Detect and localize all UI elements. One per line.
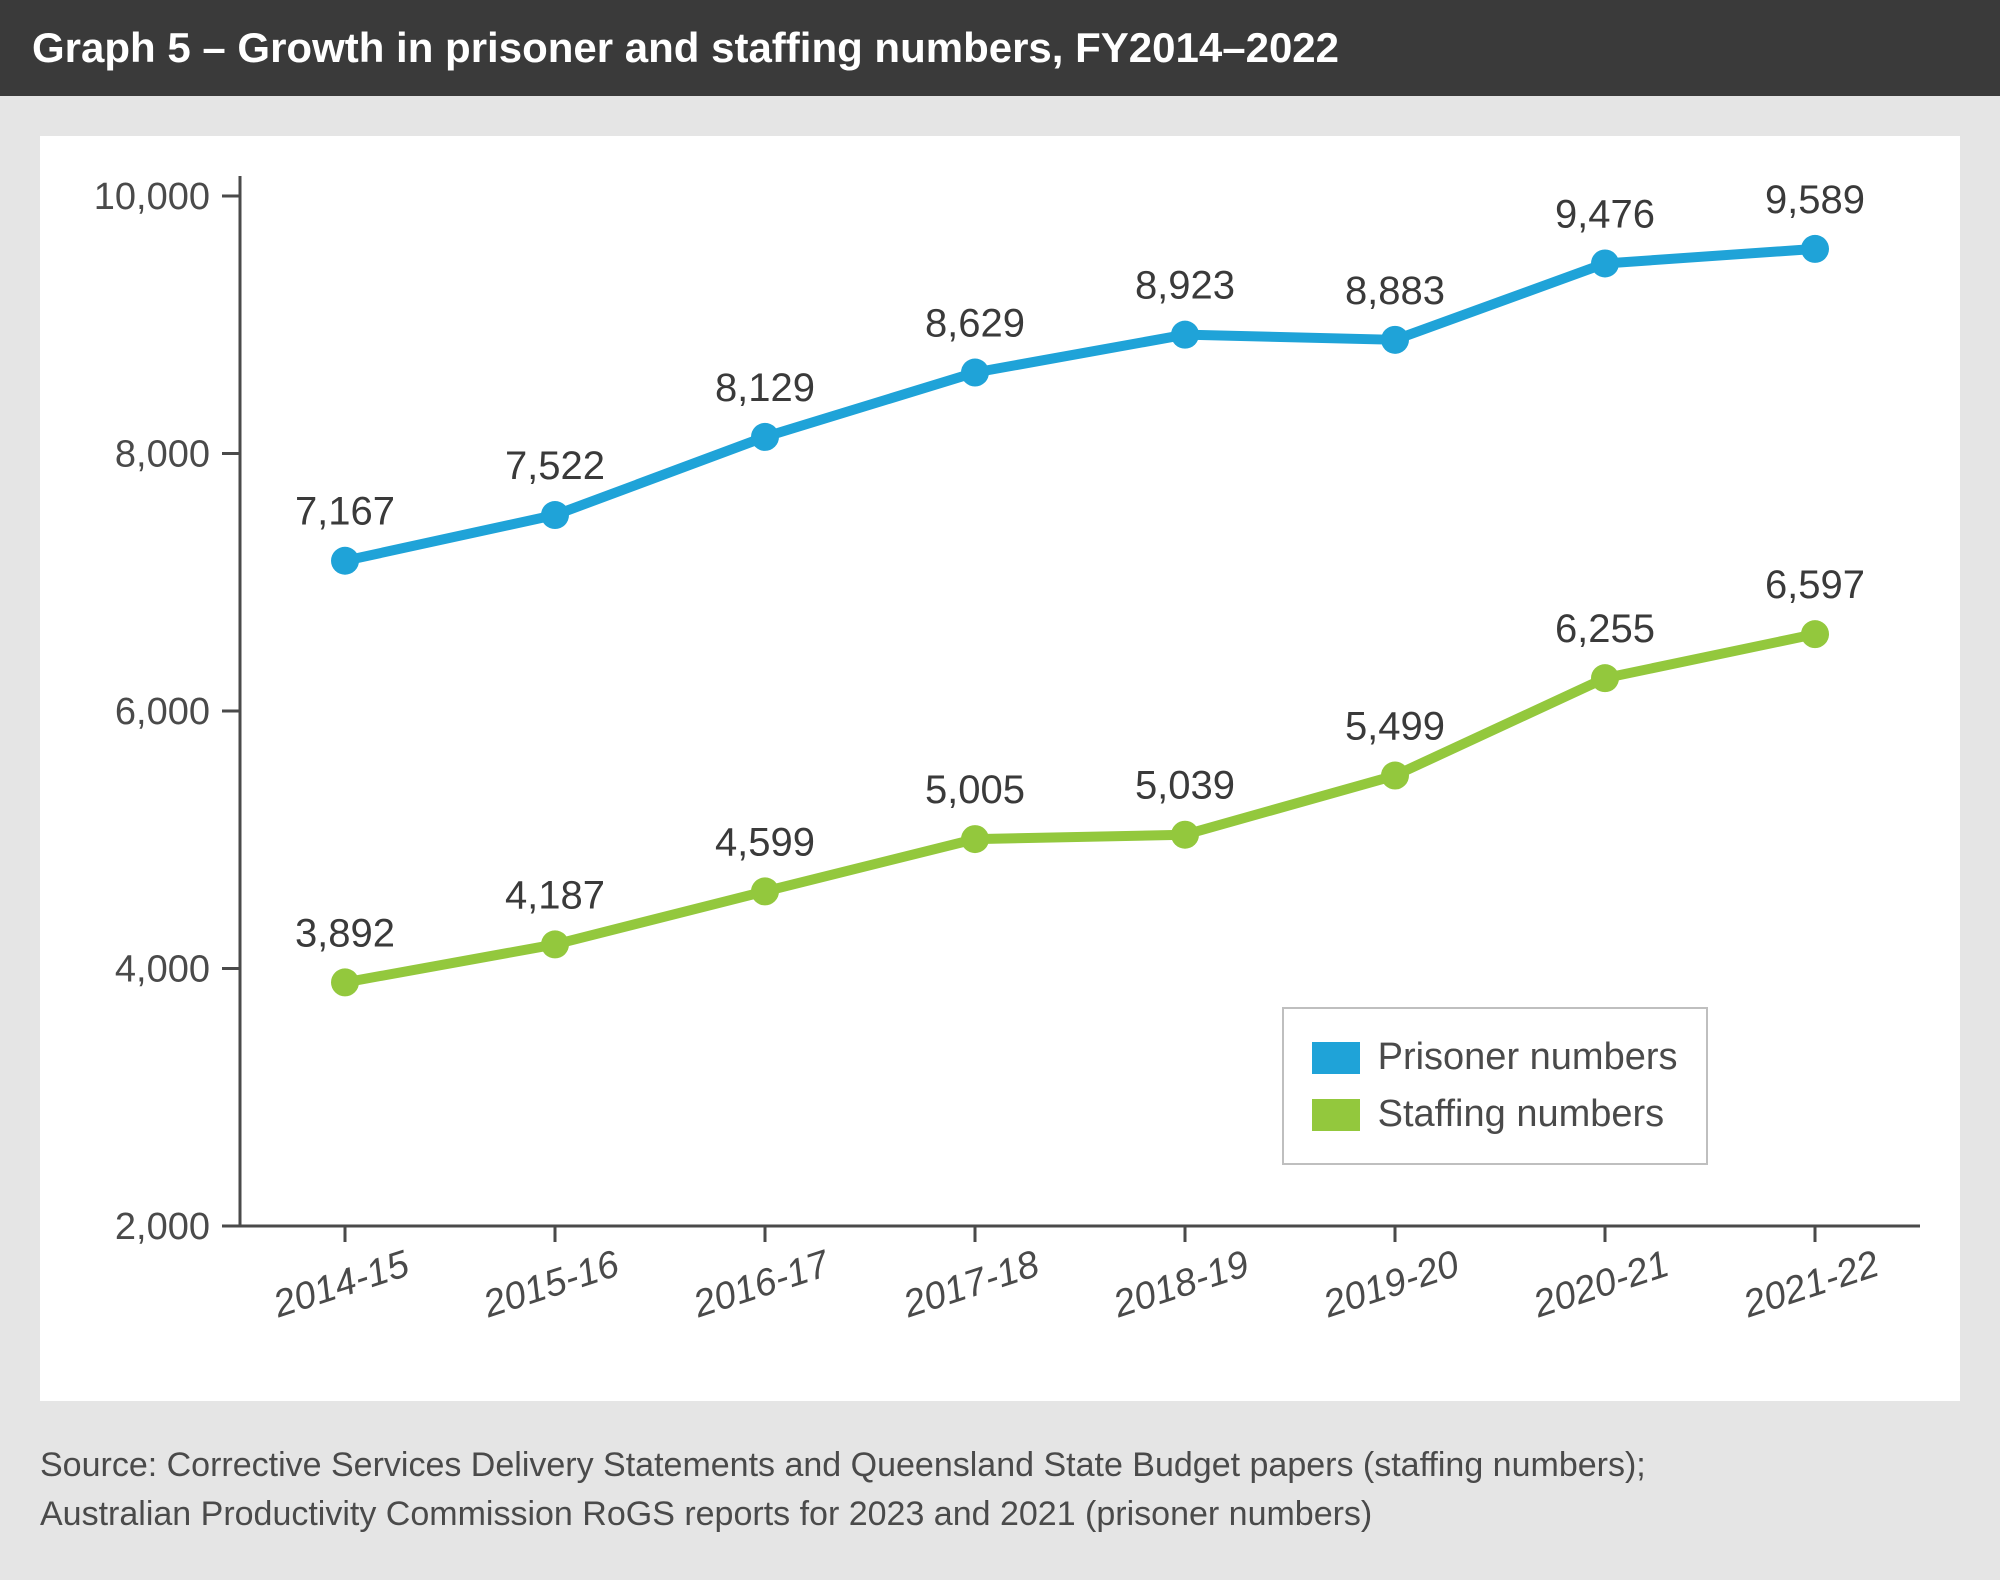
chart-title: Graph 5 – Growth in prisoner and staffin… (32, 24, 1339, 71)
svg-text:9,476: 9,476 (1555, 192, 1655, 236)
source-line-2: Australian Productivity Commission RoGS … (40, 1490, 1960, 1539)
legend-item: Prisoner numbers (1312, 1029, 1678, 1086)
chart-panel: 2,000 4,000 6,000 8,000 10,000 2014-15 2015-16… (40, 136, 1960, 1401)
svg-text:6,597: 6,597 (1765, 563, 1865, 607)
legend-label: Prisoner numbers (1378, 1029, 1678, 1086)
svg-text:2020-21: 2020-21 (1528, 1243, 1675, 1326)
line-chart: 2,000 4,000 6,000 8,000 10,000 2014-15 2015-16… (40, 136, 1960, 1396)
svg-text:8,629: 8,629 (925, 302, 1025, 346)
source-line-1: Source: Corrective Services Delivery Sta… (40, 1441, 1960, 1490)
svg-text:2015-16: 2015-16 (478, 1243, 625, 1327)
svg-text:7,167: 7,167 (295, 490, 395, 534)
svg-text:6,000: 6,000 (115, 691, 210, 733)
legend-swatch (1312, 1042, 1360, 1074)
svg-text:8,000: 8,000 (115, 434, 210, 476)
svg-text:2019-20: 2019-20 (1318, 1243, 1465, 1326)
svg-text:5,499: 5,499 (1345, 705, 1445, 749)
svg-text:8,923: 8,923 (1135, 264, 1235, 308)
svg-text:2014-15: 2014-15 (268, 1243, 415, 1327)
chart-title-bar: Graph 5 – Growth in prisoner and staffin… (0, 0, 2000, 96)
svg-text:3,892: 3,892 (295, 911, 395, 955)
svg-text:4,599: 4,599 (715, 820, 815, 864)
chart-wrapper: 2,000 4,000 6,000 8,000 10,000 2014-15 2015-16… (0, 96, 2000, 1421)
svg-text:5,039: 5,039 (1135, 764, 1235, 808)
svg-text:2018-19: 2018-19 (1108, 1243, 1255, 1326)
source-note: Source: Corrective Services Delivery Sta… (0, 1421, 2000, 1580)
figure-container: Graph 5 – Growth in prisoner and staffin… (0, 0, 2000, 1580)
legend-label: Staffing numbers (1378, 1086, 1665, 1143)
legend-item: Staffing numbers (1312, 1086, 1678, 1143)
svg-text:2021-22: 2021-22 (1738, 1243, 1885, 1326)
svg-text:5,005: 5,005 (925, 768, 1025, 812)
svg-text:2017-18: 2017-18 (898, 1243, 1045, 1326)
legend-swatch (1312, 1099, 1360, 1131)
svg-text:10,000: 10,000 (94, 176, 210, 218)
legend: Prisoner numbersStaffing numbers (1282, 1007, 1708, 1165)
svg-text:6,255: 6,255 (1555, 607, 1655, 651)
svg-text:2,000: 2,000 (115, 1206, 210, 1248)
svg-text:8,883: 8,883 (1345, 269, 1445, 313)
svg-text:2016-17: 2016-17 (688, 1242, 836, 1326)
svg-text:4,000: 4,000 (115, 949, 210, 991)
svg-text:9,589: 9,589 (1765, 178, 1865, 222)
svg-text:7,522: 7,522 (505, 444, 605, 488)
svg-text:4,187: 4,187 (505, 873, 605, 917)
svg-text:8,129: 8,129 (715, 366, 815, 410)
